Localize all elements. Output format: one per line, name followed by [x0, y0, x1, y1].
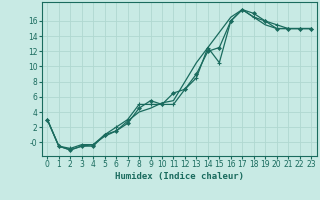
- X-axis label: Humidex (Indice chaleur): Humidex (Indice chaleur): [115, 172, 244, 181]
